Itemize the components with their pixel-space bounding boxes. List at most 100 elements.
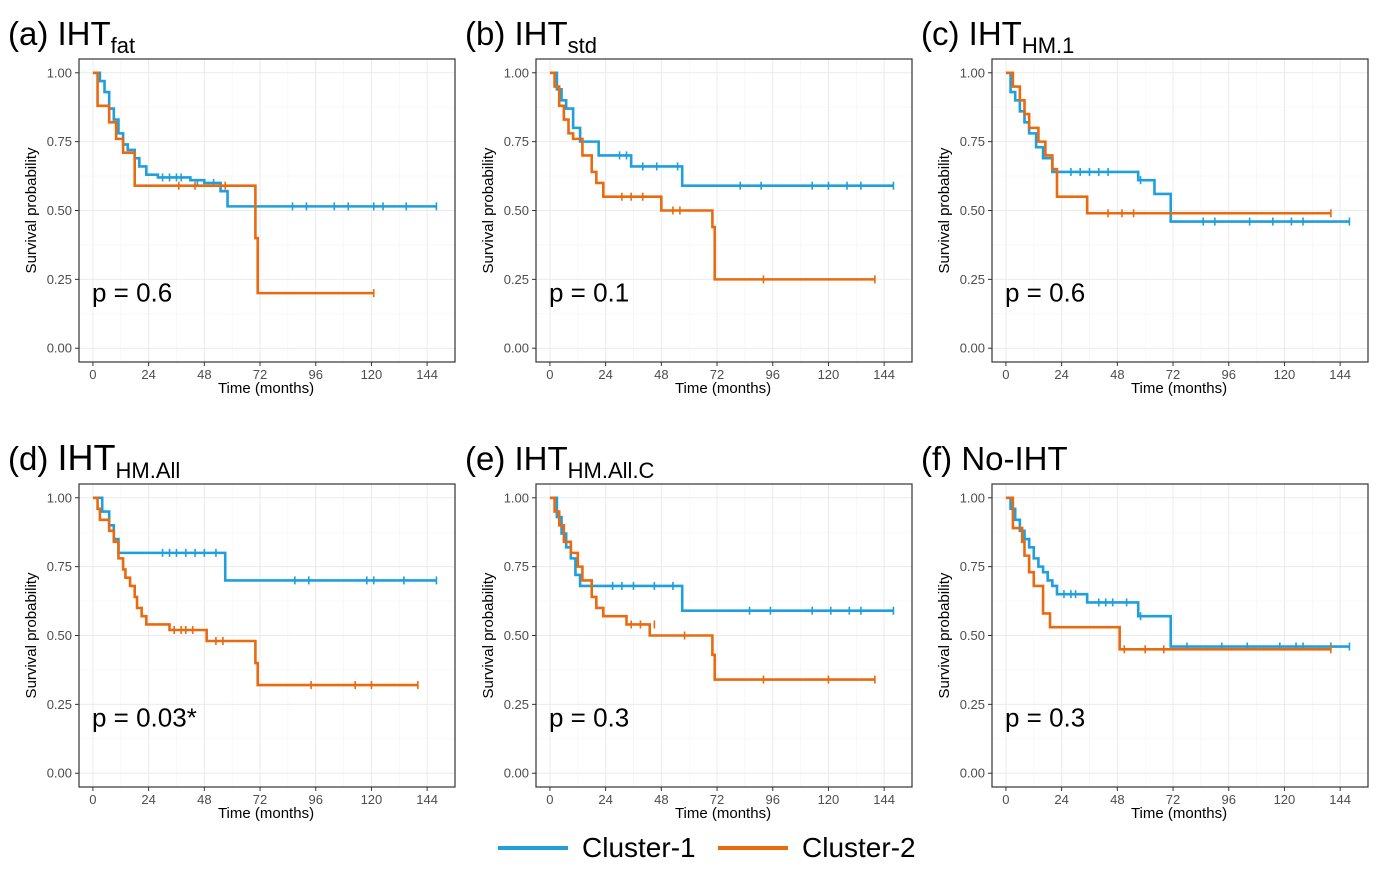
y-tick-label: 0.00 bbox=[504, 766, 529, 781]
y-tick-label: 1.00 bbox=[960, 65, 985, 80]
legend-line-cluster-2 bbox=[718, 846, 788, 850]
x-tick-label: 48 bbox=[197, 367, 211, 382]
panel-f: 0 24 48 72 96 120 144 0.00 0.25 0.50 0.75 1.00 Time … bbox=[921, 440, 1369, 822]
y-tick-label: 0.50 bbox=[504, 628, 529, 643]
y-tick-label: 0.25 bbox=[47, 272, 72, 287]
panel-letter: (d) bbox=[8, 440, 58, 477]
survival-curve-cluster-2 bbox=[92, 71, 374, 295]
x-tick-label: 96 bbox=[766, 367, 780, 382]
x-tick-label: 96 bbox=[309, 367, 323, 382]
panel-letter: (c) bbox=[921, 15, 969, 52]
y-tick-label: 0.00 bbox=[504, 341, 529, 356]
survival-curve-cluster-2 bbox=[92, 496, 418, 687]
x-tick-label: 96 bbox=[309, 792, 323, 807]
panel-title: (d) IHTHM.All bbox=[8, 437, 180, 483]
legend-label-cluster-2: Cluster-2 bbox=[802, 832, 916, 863]
x-tick-label: 144 bbox=[1329, 792, 1351, 807]
x-tick-label: 48 bbox=[1110, 367, 1124, 382]
x-tick-label: 120 bbox=[1274, 792, 1296, 807]
y-axis-label: Survival probability bbox=[23, 147, 40, 273]
x-tick-label: 120 bbox=[361, 792, 383, 807]
x-axis-label: Time (months) bbox=[675, 380, 771, 397]
x-tick-label: 24 bbox=[141, 792, 155, 807]
x-tick-label: 96 bbox=[766, 792, 780, 807]
panel-title-main: IHT bbox=[58, 437, 116, 478]
survival-curve-cluster-2 bbox=[1005, 71, 1331, 215]
p-value-label: p = 0.03* bbox=[92, 702, 197, 732]
x-tick-label: 48 bbox=[197, 792, 211, 807]
x-tick-label: 0 bbox=[1002, 792, 1009, 807]
y-tick-label: 0.25 bbox=[504, 697, 529, 712]
p-value-label: p = 0.3 bbox=[549, 702, 629, 732]
x-tick-label: 72 bbox=[253, 792, 267, 807]
x-tick-label: 144 bbox=[416, 792, 438, 807]
panel-b: 0 24 48 72 96 120 144 0.00 0.25 0.50 0.75 1.00 Time … bbox=[465, 15, 913, 397]
legend-line-cluster-1 bbox=[498, 846, 568, 850]
y-tick-label: 0.00 bbox=[47, 766, 72, 781]
y-tick-label: 0.00 bbox=[960, 341, 985, 356]
panel-letter: (b) bbox=[465, 15, 515, 52]
x-tick-label: 120 bbox=[818, 367, 840, 382]
y-tick-label: 0.00 bbox=[47, 341, 72, 356]
panel-title-main: IHT bbox=[515, 15, 568, 52]
panel-a: 0 24 48 72 96 120 144 0.00 0.25 0.50 0.75 1.00 Time … bbox=[8, 15, 456, 397]
y-tick-label: 0.75 bbox=[47, 134, 72, 149]
survival-curve-cluster-2 bbox=[549, 71, 875, 281]
y-tick-label: 1.00 bbox=[504, 65, 529, 80]
survival-curve-cluster-2 bbox=[1005, 496, 1331, 651]
panel-letter: (a) bbox=[8, 15, 58, 52]
y-axis-label: Survival probability bbox=[23, 572, 40, 698]
x-tick-label: 72 bbox=[253, 367, 267, 382]
y-tick-label: 0.75 bbox=[47, 559, 72, 574]
y-tick-label: 0.75 bbox=[960, 134, 985, 149]
panel-title: (b) IHTstd bbox=[465, 15, 597, 58]
panel-e: 0 24 48 72 96 120 144 0.00 0.25 0.50 0.75 1.00 Time … bbox=[465, 440, 913, 822]
x-tick-label: 144 bbox=[416, 367, 438, 382]
x-tick-label: 24 bbox=[598, 792, 612, 807]
y-tick-label: 1.00 bbox=[47, 490, 72, 505]
y-tick-label: 1.00 bbox=[47, 65, 72, 80]
panel-title-main: No-IHT bbox=[961, 440, 1067, 477]
panel-title: (e) IHTHM.All.C bbox=[465, 440, 655, 483]
panel-letter: (e) bbox=[465, 440, 515, 477]
y-tick-label: 1.00 bbox=[504, 490, 529, 505]
x-axis-label: Time (months) bbox=[218, 380, 314, 397]
x-tick-label: 96 bbox=[1222, 792, 1236, 807]
survival-curve-cluster-1 bbox=[549, 71, 894, 188]
y-tick-label: 0.50 bbox=[960, 628, 985, 643]
survival-curve-cluster-1 bbox=[1005, 496, 1350, 648]
y-axis-label: Survival probability bbox=[936, 572, 953, 698]
x-tick-label: 96 bbox=[1222, 367, 1236, 382]
panel-title: (a) IHTfat bbox=[8, 15, 135, 58]
x-tick-label: 72 bbox=[710, 792, 724, 807]
y-tick-label: 0.00 bbox=[960, 766, 985, 781]
y-axis-label: Survival probability bbox=[480, 572, 497, 698]
p-value-label: p = 0.3 bbox=[1005, 702, 1085, 732]
y-tick-label: 0.25 bbox=[960, 697, 985, 712]
panel-title-subscript: std bbox=[568, 33, 597, 58]
x-tick-label: 0 bbox=[89, 367, 96, 382]
panel-d: 0 24 48 72 96 120 144 0.00 0.25 0.50 0.75 1.00 Time … bbox=[8, 437, 456, 822]
legend-item-cluster-1: Cluster-1 bbox=[498, 828, 696, 868]
p-value-label: p = 0.6 bbox=[92, 277, 172, 307]
y-tick-label: 0.75 bbox=[504, 134, 529, 149]
x-tick-label: 72 bbox=[710, 367, 724, 382]
x-tick-label: 24 bbox=[1054, 367, 1068, 382]
y-tick-label: 0.50 bbox=[47, 203, 72, 218]
y-tick-label: 1.00 bbox=[960, 490, 985, 505]
legend: Cluster-1 Cluster-2 bbox=[0, 828, 1379, 868]
y-tick-label: 0.75 bbox=[504, 559, 529, 574]
panel-title-main: IHT bbox=[969, 15, 1022, 52]
panel-title: (f) No-IHT bbox=[921, 440, 1068, 477]
y-tick-label: 0.50 bbox=[960, 203, 985, 218]
x-tick-label: 120 bbox=[361, 367, 383, 382]
x-tick-label: 24 bbox=[141, 367, 155, 382]
legend-label-cluster-1: Cluster-1 bbox=[582, 832, 696, 863]
x-axis-label: Time (months) bbox=[1131, 380, 1227, 397]
x-tick-label: 48 bbox=[1110, 792, 1124, 807]
y-tick-label: 0.50 bbox=[47, 628, 72, 643]
panel-letter: (f) bbox=[921, 440, 961, 477]
x-tick-label: 120 bbox=[1274, 367, 1296, 382]
x-tick-label: 0 bbox=[546, 792, 553, 807]
survival-curve-cluster-1 bbox=[1005, 71, 1350, 223]
